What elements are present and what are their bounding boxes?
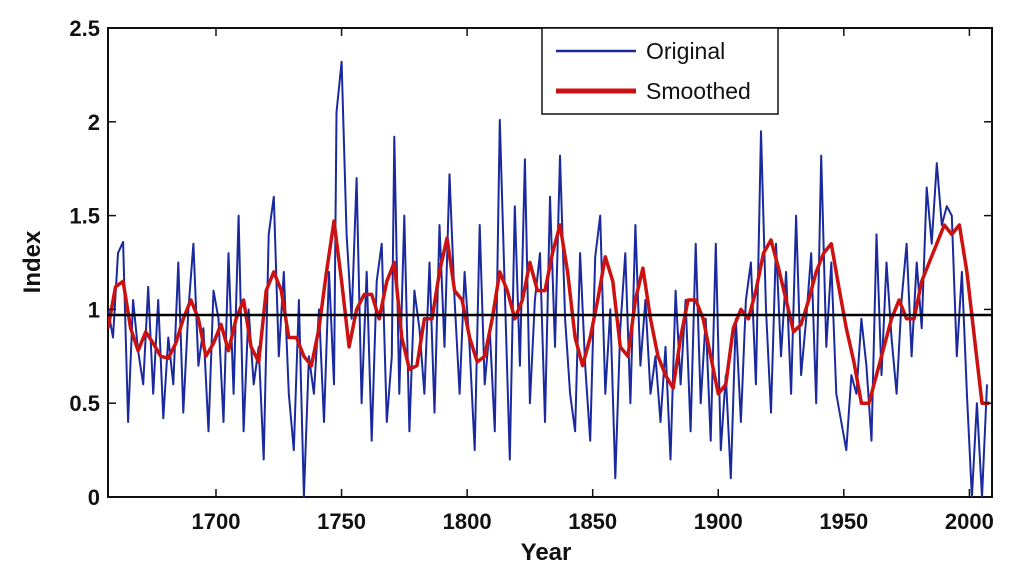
series-line-smoothed [108,219,990,405]
y-tick-label: 1 [88,297,100,322]
x-tick-label: 1800 [443,509,492,534]
legend-box [541,27,779,115]
y-tick-label: 2 [88,110,100,135]
y-tick-label: 1.5 [69,204,100,229]
x-tick-label: 2000 [945,509,994,534]
x-tick-label: 1750 [317,509,366,534]
x-tick-label: 1900 [694,509,743,534]
y-axis-title: Index [19,230,46,293]
y-tick-label: 0.5 [69,391,100,416]
legend-label-original: Original [646,38,725,64]
x-tick-label: 1850 [568,509,617,534]
x-tick-label: 1700 [192,509,241,534]
y-tick-label: 0 [88,485,100,510]
legend: Original Smoothed [541,27,779,115]
x-axis-title: Year [521,539,572,566]
y-tick-label: 2.5 [69,16,100,41]
series-line-original [108,60,988,497]
x-tick-label: 1950 [819,509,868,534]
legend-label-smoothed: Smoothed [646,78,751,104]
